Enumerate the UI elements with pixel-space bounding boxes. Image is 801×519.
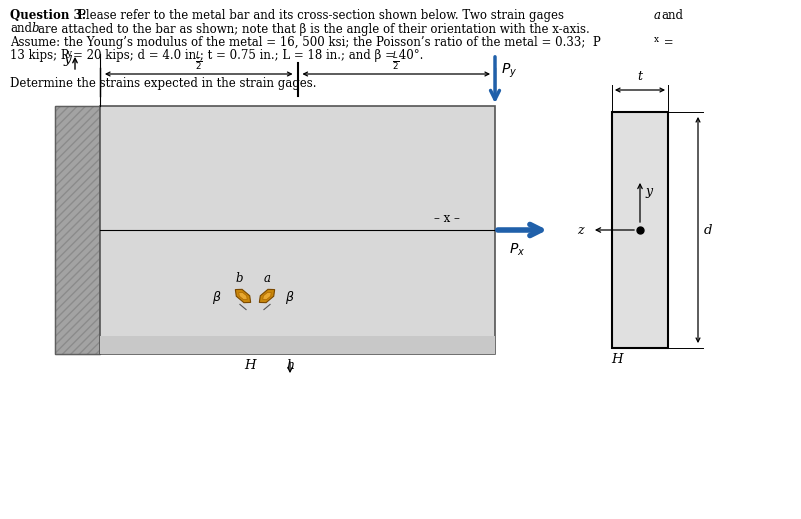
Text: y: y — [63, 52, 71, 66]
Text: H: H — [611, 353, 622, 366]
Bar — [612, 112, 668, 348]
Polygon shape — [263, 292, 272, 299]
Bar — [100, 336, 495, 354]
Text: t: t — [638, 70, 642, 83]
Text: $P_x$: $P_x$ — [509, 242, 525, 258]
Text: a: a — [654, 9, 661, 22]
Text: – x –: – x – — [434, 212, 460, 225]
Bar — [55, 106, 100, 354]
Text: H: H — [244, 359, 256, 372]
Text: h: h — [286, 359, 294, 372]
Text: = 20 kips; d = 4.0 in.; t = 0.75 in.; L = 18 in.; and β = 40°.: = 20 kips; d = 4.0 in.; t = 0.75 in.; L … — [73, 49, 424, 62]
Text: Assume: the Young’s modulus of the metal = 16, 500 ksi; the Poisson’s ratio of t: Assume: the Young’s modulus of the metal… — [10, 36, 601, 49]
Text: d: d — [704, 224, 713, 237]
Text: 13 kips; P: 13 kips; P — [10, 49, 69, 62]
Text: and: and — [10, 22, 32, 35]
Bar — [55, 106, 100, 354]
Text: $\frac{L}{2}$: $\frac{L}{2}$ — [195, 50, 203, 72]
Polygon shape — [260, 289, 275, 303]
Text: Determine the strains expected in the strain gages.: Determine the strains expected in the st… — [10, 76, 316, 89]
Text: Question 3:: Question 3: — [10, 9, 87, 22]
Text: $\beta$: $\beta$ — [285, 289, 295, 306]
Text: $\frac{L}{2}$: $\frac{L}{2}$ — [392, 50, 400, 72]
Text: b: b — [31, 22, 38, 35]
Text: =: = — [660, 36, 674, 49]
Text: are attached to the bar as shown; note that β is the angle of their orientation : are attached to the bar as shown; note t… — [38, 22, 590, 35]
Text: y: y — [66, 48, 71, 58]
Text: and: and — [661, 9, 683, 22]
Text: b: b — [235, 272, 243, 285]
Text: $\beta$: $\beta$ — [212, 289, 222, 306]
Polygon shape — [239, 292, 248, 299]
Text: x: x — [654, 35, 659, 44]
Text: y: y — [645, 185, 652, 198]
Text: $P_y$: $P_y$ — [501, 62, 517, 80]
Text: Please refer to the metal bar and its cross-section shown below. Two strain gage: Please refer to the metal bar and its cr… — [78, 9, 564, 22]
Text: z: z — [578, 224, 584, 237]
Polygon shape — [235, 289, 251, 303]
Text: a: a — [264, 272, 271, 285]
Bar — [100, 106, 495, 354]
